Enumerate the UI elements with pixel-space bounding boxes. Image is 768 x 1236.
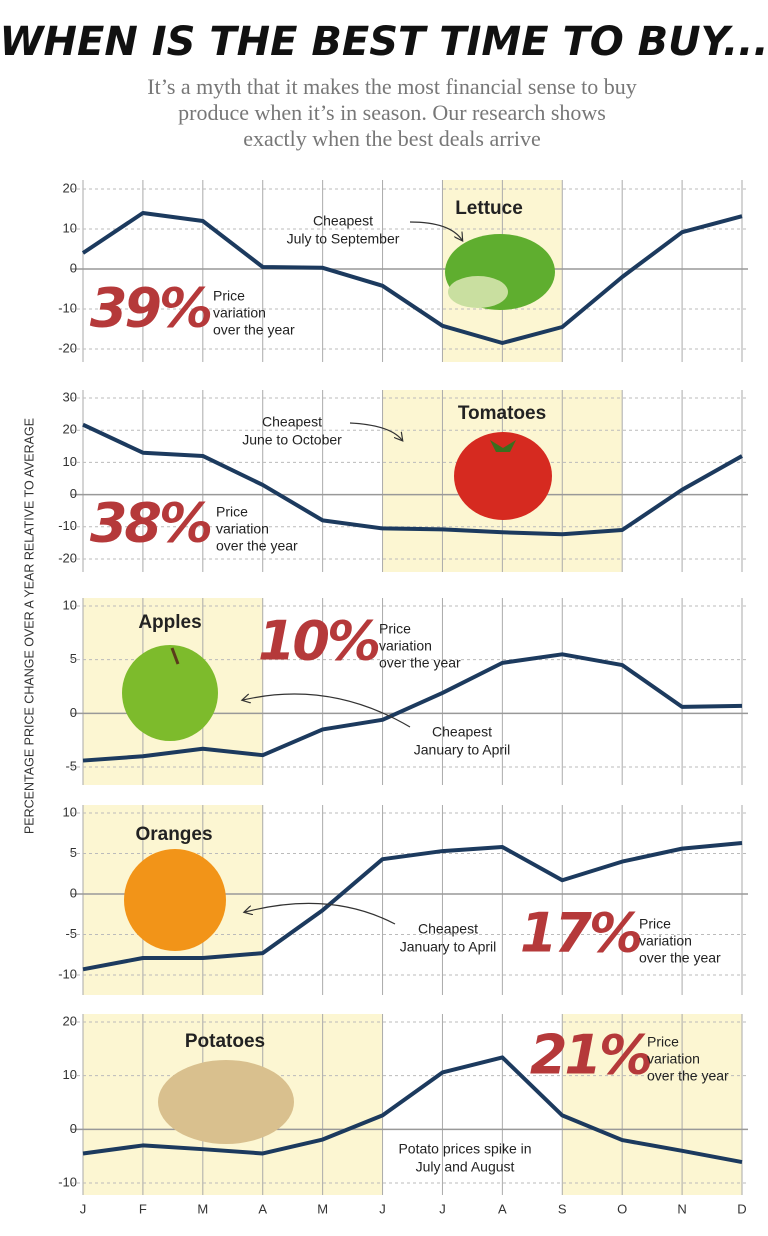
panel-title: Apples	[138, 612, 201, 633]
arrow	[245, 902, 396, 925]
arrow	[349, 422, 402, 440]
potato-illustration	[158, 1060, 294, 1144]
variation-note: over the year	[639, 950, 721, 966]
annotation: January to April	[400, 939, 497, 955]
arrow	[409, 221, 462, 240]
y-tick-label: 20	[63, 180, 77, 195]
y-tick-label: 10	[63, 597, 77, 612]
y-tick-label: -10	[58, 518, 77, 533]
panel-title: Tomatoes	[458, 403, 546, 424]
page-title: WHEN IS THE BEST TIME TO BUY...	[0, 19, 768, 65]
variation-note: variation	[379, 638, 432, 654]
panel-title: Potatoes	[185, 1031, 265, 1052]
y-tick-label: 10	[63, 1067, 77, 1082]
y-tick-label: -10	[58, 966, 77, 981]
orange-illustration	[124, 849, 226, 951]
x-tick-label: J	[379, 1201, 386, 1216]
y-tick-label: 10	[63, 804, 77, 819]
y-tick-label: 0	[70, 705, 77, 720]
price-line	[81, 211, 743, 345]
price-line	[82, 1055, 743, 1165]
x-tick-label: D	[737, 1201, 746, 1216]
y-tick-label: -20	[58, 340, 77, 355]
variation-note: variation	[639, 933, 692, 949]
variation-note: over the year	[213, 322, 295, 338]
variation-note: over the year	[216, 538, 298, 554]
annotation: Cheapest	[262, 414, 322, 430]
x-tick-label: N	[677, 1201, 686, 1216]
panel-title: Lettuce	[455, 198, 523, 219]
annotation: January to April	[414, 742, 511, 758]
x-tick-label: M	[317, 1201, 328, 1216]
subtitle: produce when it’s in season. Our researc…	[178, 100, 606, 125]
y-tick-label: 20	[63, 422, 77, 437]
y-tick-label: -10	[58, 1174, 77, 1189]
price-line	[82, 652, 743, 763]
tomato-stem	[490, 440, 516, 452]
variation-value: 38%	[90, 492, 211, 555]
y-tick-label: 30	[63, 389, 77, 404]
y-tick-label: -5	[65, 926, 77, 941]
annotation: Cheapest	[313, 213, 373, 229]
variation-note: Price	[379, 621, 411, 637]
y-tick-label: 10	[63, 454, 77, 469]
variation-note: variation	[647, 1051, 700, 1067]
variation-note: Price	[639, 916, 671, 932]
variation-note: Price	[216, 504, 248, 520]
x-tick-label: A	[498, 1201, 507, 1216]
y-tick-label: -5	[65, 758, 77, 773]
y-axis-label: PERCENTAGE PRICE CHANGE OVER A YEAR RELA…	[22, 418, 36, 834]
subtitle: It’s a myth that it makes the most finan…	[147, 74, 636, 99]
lettuce-illustration	[448, 276, 508, 308]
variation-note: over the year	[379, 655, 461, 671]
variation-note: Price	[213, 288, 245, 304]
panel-title: Oranges	[135, 824, 212, 845]
annotation: Potato prices spike in	[398, 1141, 531, 1157]
variation-value: 21%	[530, 1024, 651, 1087]
x-tick-label: F	[139, 1201, 147, 1216]
annotation: July to September	[287, 231, 400, 247]
apple-illustration	[122, 645, 218, 741]
variation-value: 10%	[258, 610, 379, 673]
annotation: Cheapest	[432, 724, 492, 740]
y-tick-label: 5	[70, 845, 77, 860]
highlight-band	[562, 1014, 742, 1195]
tomato-illustration	[454, 432, 552, 520]
variation-value: 17%	[520, 902, 641, 965]
x-tick-label: J	[439, 1201, 446, 1216]
y-tick-label: -10	[58, 300, 77, 315]
x-tick-label: M	[197, 1201, 208, 1216]
y-tick-label: 20	[63, 1013, 77, 1028]
variation-note: Price	[647, 1034, 679, 1050]
x-tick-label: S	[558, 1201, 567, 1216]
annotation: July and August	[416, 1159, 515, 1175]
x-tick-label: J	[80, 1201, 87, 1216]
variation-value: 39%	[90, 277, 211, 340]
x-tick-label: O	[617, 1201, 627, 1216]
arrow	[243, 693, 411, 728]
price-line	[82, 840, 743, 972]
variation-note: variation	[216, 521, 269, 537]
annotation: Cheapest	[418, 921, 478, 937]
annotation: June to October	[242, 432, 342, 448]
variation-note: variation	[213, 305, 266, 321]
y-tick-label: 5	[70, 651, 77, 666]
subtitle: exactly when the best deals arrive	[243, 126, 540, 151]
y-tick-label: 0	[70, 260, 77, 275]
y-tick-label: 0	[70, 1121, 77, 1136]
y-tick-label: 10	[63, 220, 77, 235]
y-tick-label: 0	[70, 885, 77, 900]
apple-stem	[170, 647, 180, 665]
y-tick-label: -20	[58, 550, 77, 565]
variation-note: over the year	[647, 1068, 729, 1084]
x-tick-label: A	[258, 1201, 267, 1216]
price-line	[82, 422, 743, 537]
y-tick-label: 0	[70, 486, 77, 501]
